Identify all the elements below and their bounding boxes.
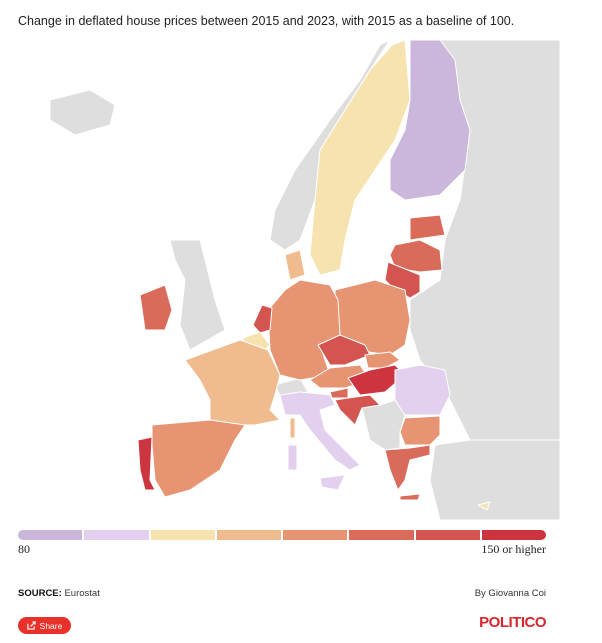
region-netherlands [252, 304, 273, 334]
region-latvia [389, 239, 443, 273]
region-france [184, 339, 281, 426]
europe-map [49, 39, 561, 521]
region-sicily [319, 474, 346, 491]
legend-max-label: 150 or higher [481, 542, 546, 556]
region-balkans [361, 399, 406, 451]
legend-swatch-0 [18, 530, 83, 540]
region-italy [279, 391, 361, 471]
region-romania [394, 364, 451, 416]
legend-swatch-3 [216, 530, 281, 540]
region-crete [399, 493, 421, 501]
color-legend [18, 530, 546, 540]
region-croatia [334, 394, 381, 426]
region-portugal [137, 436, 156, 491]
region-denmark [284, 249, 306, 281]
region-lithuania [384, 261, 421, 299]
byline: By Giovanna Coi [474, 588, 546, 599]
source-note: SOURCE: Eurostat [18, 588, 100, 599]
legend-swatch-2 [150, 530, 215, 540]
region-finland [389, 39, 471, 201]
region-bulgaria [399, 415, 441, 446]
source-value: Eurostat [64, 588, 100, 599]
source-label: SOURCE: [18, 588, 62, 599]
legend-swatch-7 [481, 530, 546, 540]
legend-swatch-6 [415, 530, 480, 540]
region-sweden [309, 39, 411, 276]
region-estonia [409, 214, 446, 241]
region-corsica [289, 417, 296, 439]
region-slovenia [329, 387, 349, 399]
region-spain [151, 419, 246, 498]
region-iceland [49, 89, 116, 136]
legend-swatch-5 [349, 530, 414, 540]
chart-title: Change in deflated house prices between … [18, 14, 515, 28]
region-sardinia [287, 444, 298, 471]
legend-swatch-1 [84, 530, 149, 540]
share-label: Share [39, 620, 63, 631]
region-switzerland [274, 377, 309, 397]
region-cyprus [477, 501, 491, 511]
share-button[interactable]: Share [18, 617, 71, 634]
share-icon [26, 621, 36, 630]
region-germany [267, 279, 341, 381]
region-uk [169, 239, 226, 351]
legend-swatch-4 [283, 530, 348, 540]
region-greece [384, 444, 431, 491]
region-turkey [429, 439, 561, 521]
politico-logo: POLITICO [479, 614, 546, 631]
legend-min-label: 80 [18, 542, 30, 556]
region-ireland [139, 284, 173, 331]
region-slovakia [364, 351, 401, 369]
